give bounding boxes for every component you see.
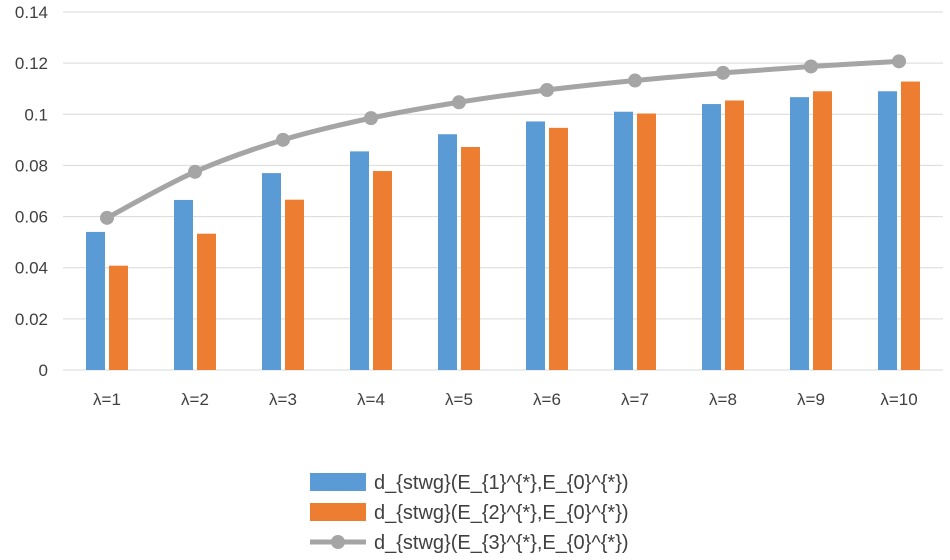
bar-1-3 xyxy=(262,173,281,370)
y-tick-label: 0.14 xyxy=(15,3,48,22)
bar-2-2 xyxy=(197,233,216,370)
bar-2-3 xyxy=(285,199,304,370)
bar-2-4 xyxy=(373,171,392,370)
y-axis: 0 0.02 0.04 0.06 0.08 0.1 0.12 0.14 xyxy=(15,3,48,380)
bar-1-4 xyxy=(350,151,369,370)
bar-2-5 xyxy=(461,147,480,370)
y-tick-label: 0.04 xyxy=(15,259,48,278)
bar-1-7 xyxy=(614,111,633,370)
x-tick-label: λ=2 xyxy=(181,390,209,409)
line-point-3 xyxy=(276,132,290,147)
legend-swatch-1 xyxy=(310,473,366,491)
bar-1-2 xyxy=(174,199,193,370)
legend-label-3: d_{stwg}(E_{3}^{*},E_{0}^{*}) xyxy=(374,532,629,554)
y-tick-label: 0.06 xyxy=(15,208,48,227)
series-line xyxy=(104,58,902,221)
bar-2-10 xyxy=(901,81,920,370)
y-tick-label: 0.02 xyxy=(15,310,48,329)
line-point-9 xyxy=(804,59,818,74)
x-tick-label: λ=3 xyxy=(269,390,297,409)
line-point-6 xyxy=(540,82,554,97)
x-axis: λ=1 λ=2 λ=3 λ=4 λ=5 λ=6 λ=7 λ=8 λ=9 λ=10 xyxy=(93,390,918,409)
legend: d_{stwg}(E_{1}^{*},E_{0}^{*}) d_{stwg}(E_… xyxy=(310,472,629,554)
bars xyxy=(86,81,920,371)
line-point-5 xyxy=(452,95,466,110)
bar-2-1 xyxy=(109,265,128,370)
x-tick-label: λ=5 xyxy=(445,390,473,409)
bar-1-5 xyxy=(438,134,457,370)
line-point-1 xyxy=(100,210,114,225)
x-tick-label: λ=10 xyxy=(880,390,917,409)
bar-1-9 xyxy=(790,97,809,370)
bar-1-1 xyxy=(86,231,105,370)
y-tick-label: 0 xyxy=(39,361,48,380)
bar-1-10 xyxy=(878,91,897,371)
line-series xyxy=(100,54,906,225)
x-tick-label: λ=4 xyxy=(357,390,385,409)
x-tick-label: λ=7 xyxy=(621,390,649,409)
x-tick-label: λ=6 xyxy=(533,390,561,409)
y-tick-label: 0.1 xyxy=(24,105,48,124)
x-tick-label: λ=8 xyxy=(709,390,737,409)
x-tick-label: λ=1 xyxy=(93,390,121,409)
bar-1-6 xyxy=(526,121,545,371)
bar-1-8 xyxy=(702,104,721,371)
line-point-8 xyxy=(716,65,730,80)
legend-marker xyxy=(331,535,345,549)
line-point-4 xyxy=(364,111,378,126)
legend-label-1: d_{stwg}(E_{1}^{*},E_{0}^{*}) xyxy=(374,472,629,494)
bar-2-6 xyxy=(549,127,568,371)
legend-label-2: d_{stwg}(E_{2}^{*},E_{0}^{*}) xyxy=(374,502,629,524)
bar-2-8 xyxy=(725,100,744,370)
bar-2-9 xyxy=(813,91,832,371)
legend-swatch-2 xyxy=(310,503,366,521)
y-tick-label: 0.12 xyxy=(15,54,48,73)
line-point-10 xyxy=(892,54,906,69)
line-point-7 xyxy=(628,73,642,88)
y-tick-label: 0.08 xyxy=(15,156,48,175)
bar-2-7 xyxy=(637,113,656,371)
line-point-2 xyxy=(188,164,202,179)
x-tick-label: λ=9 xyxy=(797,390,825,409)
